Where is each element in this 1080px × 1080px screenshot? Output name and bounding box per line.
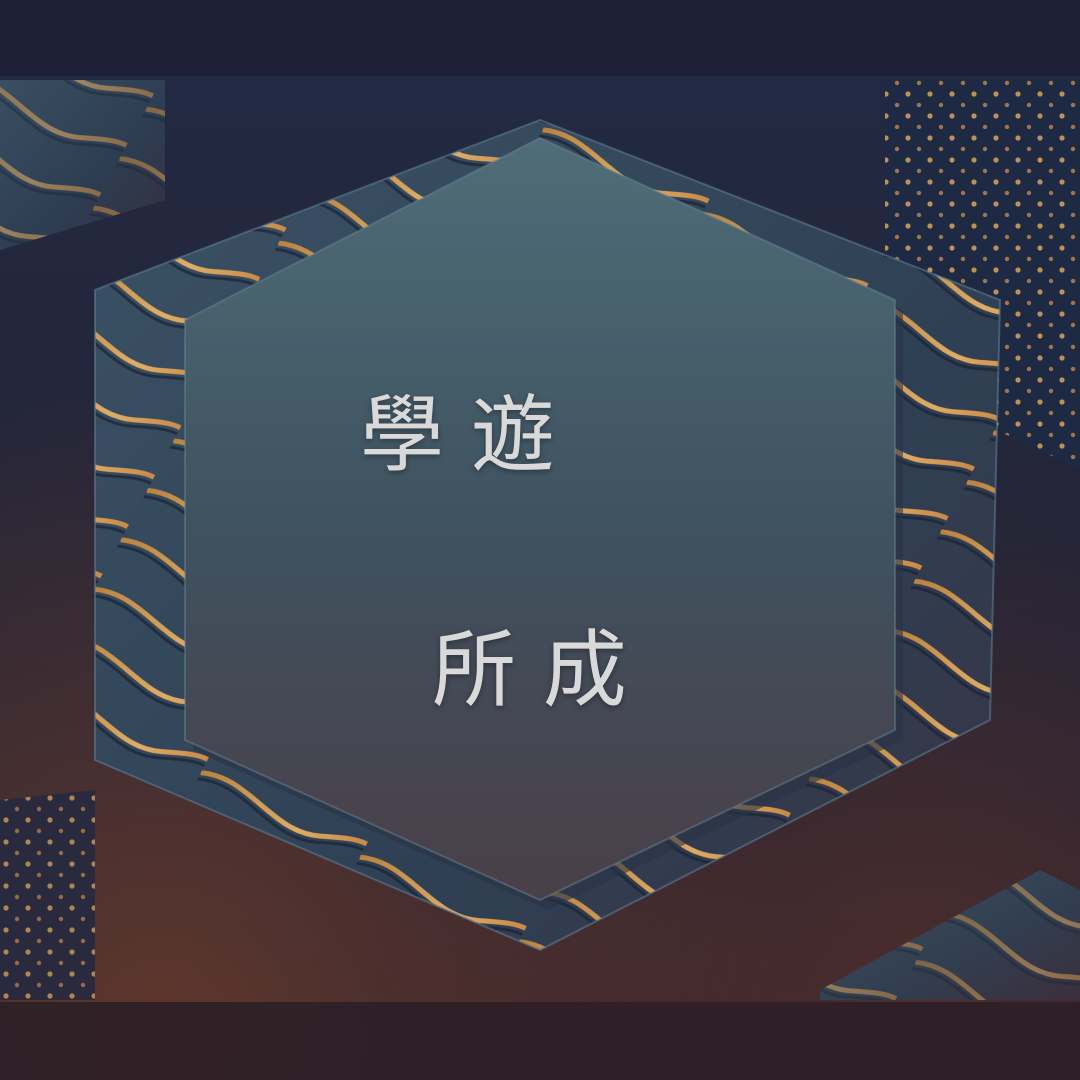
title-line-2: 所 成	[432, 621, 627, 719]
title-line-1: 學 遊	[360, 386, 555, 484]
